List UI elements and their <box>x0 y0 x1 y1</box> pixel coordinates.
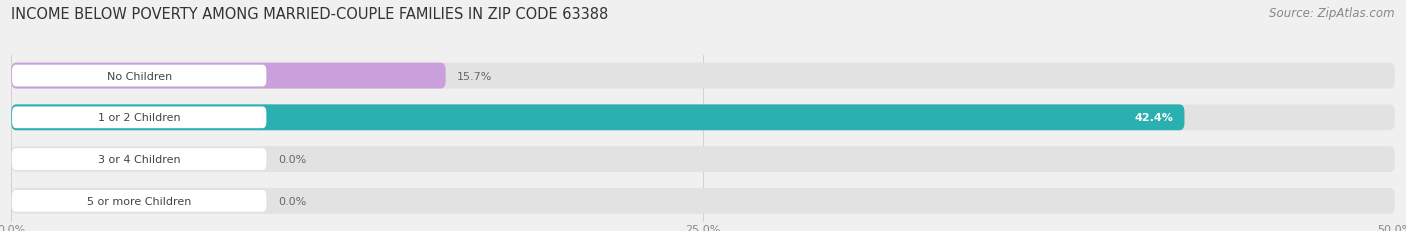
Text: 5 or more Children: 5 or more Children <box>87 196 191 206</box>
FancyBboxPatch shape <box>13 65 266 87</box>
Text: 0.0%: 0.0% <box>278 196 307 206</box>
FancyBboxPatch shape <box>11 146 1395 172</box>
FancyBboxPatch shape <box>11 63 446 89</box>
Text: 42.4%: 42.4% <box>1135 113 1174 123</box>
FancyBboxPatch shape <box>11 105 1395 131</box>
Text: 1 or 2 Children: 1 or 2 Children <box>98 113 180 123</box>
FancyBboxPatch shape <box>13 149 266 170</box>
FancyBboxPatch shape <box>11 188 1395 214</box>
Text: INCOME BELOW POVERTY AMONG MARRIED-COUPLE FAMILIES IN ZIP CODE 63388: INCOME BELOW POVERTY AMONG MARRIED-COUPL… <box>11 7 609 22</box>
FancyBboxPatch shape <box>11 63 1395 89</box>
Text: 0.0%: 0.0% <box>278 154 307 164</box>
Text: No Children: No Children <box>107 71 172 81</box>
Text: 3 or 4 Children: 3 or 4 Children <box>98 154 180 164</box>
FancyBboxPatch shape <box>11 105 1184 131</box>
Text: Source: ZipAtlas.com: Source: ZipAtlas.com <box>1270 7 1395 20</box>
FancyBboxPatch shape <box>13 107 266 129</box>
Text: 15.7%: 15.7% <box>457 71 492 81</box>
FancyBboxPatch shape <box>13 190 266 212</box>
